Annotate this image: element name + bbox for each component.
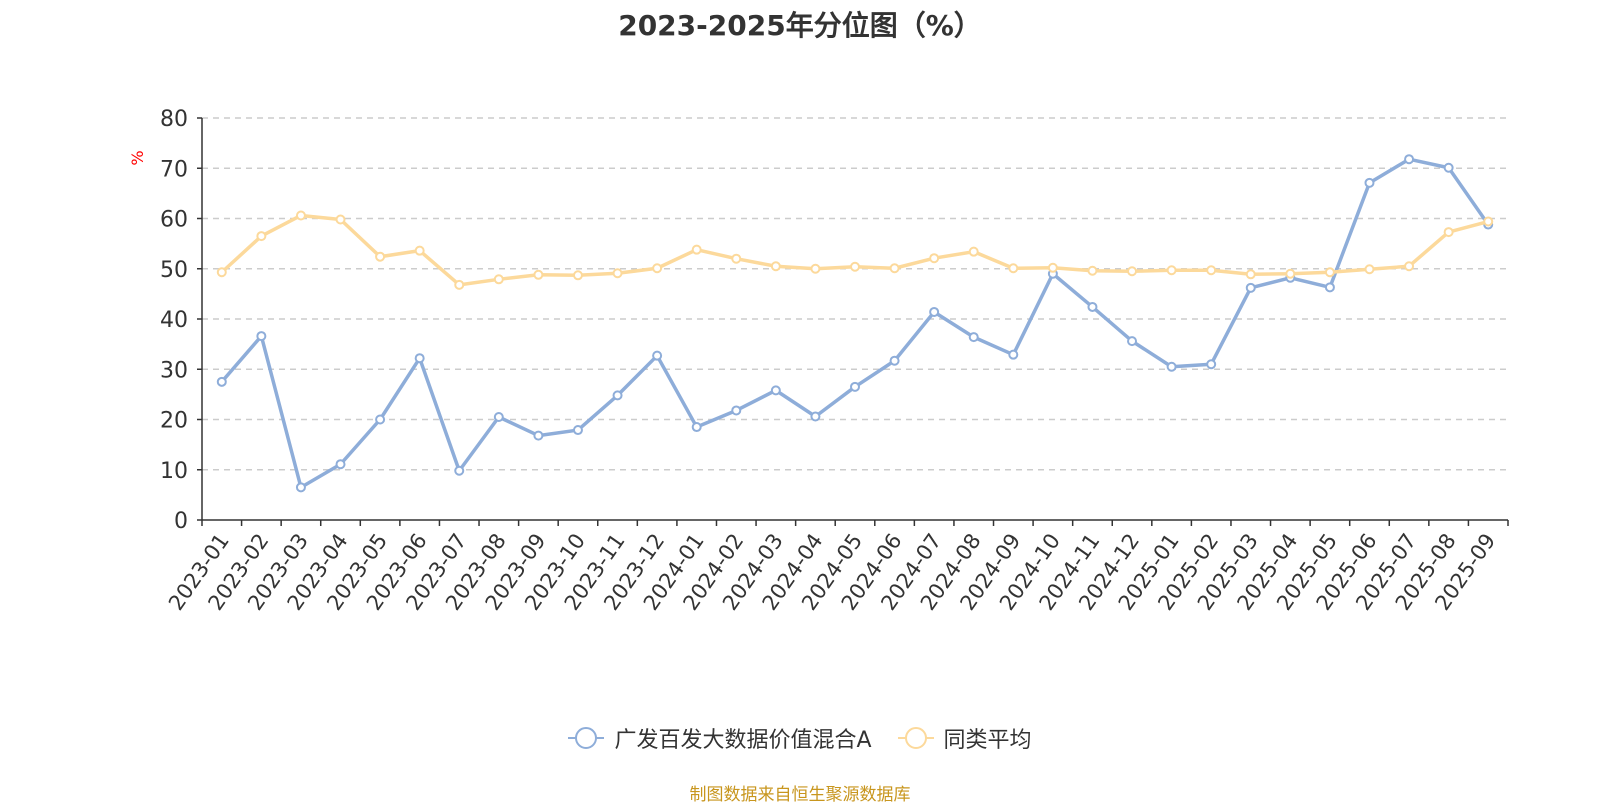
data-point bbox=[533, 430, 544, 441]
y-tick-label: 50 bbox=[160, 258, 188, 283]
data-point bbox=[929, 253, 940, 264]
series-a bbox=[216, 154, 1494, 493]
data-point bbox=[612, 268, 623, 279]
data-point bbox=[1166, 361, 1177, 372]
data-point bbox=[810, 263, 821, 274]
data-point bbox=[1483, 216, 1494, 227]
data-point bbox=[335, 459, 346, 470]
data-point bbox=[968, 332, 979, 343]
y-tick-label: 40 bbox=[160, 308, 188, 333]
chart-title: 2023-2025年分位图（%） bbox=[618, 9, 982, 42]
data-point bbox=[889, 263, 900, 274]
data-point bbox=[572, 425, 583, 436]
data-point bbox=[454, 465, 465, 476]
data-point bbox=[572, 270, 583, 281]
data-point bbox=[216, 376, 227, 387]
data-point bbox=[493, 411, 504, 422]
legend-label-series-a: 广发百发大数据价值混合A bbox=[614, 728, 872, 753]
data-point bbox=[1047, 262, 1058, 273]
series-line bbox=[220, 157, 1490, 490]
data-point bbox=[1008, 349, 1019, 360]
data-point bbox=[850, 381, 860, 392]
data-point bbox=[1206, 265, 1217, 276]
y-tick-labels: 0 10 20 30 40 50 60 70 80 bbox=[160, 107, 188, 534]
data-point bbox=[929, 306, 940, 317]
legend-line-circle-icon bbox=[568, 727, 605, 749]
data-point bbox=[256, 331, 267, 342]
data-point bbox=[1364, 177, 1375, 188]
y-tick-label: 60 bbox=[160, 208, 188, 233]
data-point bbox=[770, 385, 781, 396]
data-point bbox=[493, 274, 504, 285]
grid-lines bbox=[197, 117, 1508, 521]
series-b bbox=[216, 210, 1494, 290]
data-point bbox=[454, 279, 465, 290]
data-point bbox=[850, 261, 860, 272]
data-point bbox=[1087, 301, 1098, 312]
y-axis-unit-label: % bbox=[128, 150, 147, 165]
data-point bbox=[533, 269, 544, 280]
data-point bbox=[1443, 162, 1454, 173]
data-point bbox=[889, 355, 900, 366]
data-point bbox=[1008, 263, 1019, 274]
legend-item-series-a[interactable]: 广发百发大数据价值混合A bbox=[568, 722, 872, 754]
data-point bbox=[256, 231, 267, 242]
data-point bbox=[295, 482, 306, 493]
data-point bbox=[1087, 265, 1098, 276]
data-point bbox=[1443, 227, 1454, 238]
data-point bbox=[612, 390, 623, 401]
legend-label-series-b: 同类平均 bbox=[943, 728, 1032, 753]
data-point bbox=[375, 251, 386, 262]
data-point bbox=[1404, 154, 1415, 165]
data-point bbox=[770, 261, 781, 272]
data-point bbox=[968, 246, 979, 257]
x-tick-labels: 2023-012023-022023-032023-042023-052023-… bbox=[164, 529, 1500, 615]
data-point bbox=[414, 353, 425, 364]
data-point bbox=[1245, 282, 1256, 293]
data-point bbox=[1166, 265, 1177, 276]
data-point bbox=[414, 245, 425, 256]
source-note: 制图数据来自恒生聚源数据库 bbox=[689, 785, 911, 805]
y-tick-label: 10 bbox=[160, 459, 188, 484]
data-point bbox=[216, 267, 227, 278]
data-point bbox=[1127, 266, 1138, 277]
data-point bbox=[652, 263, 663, 274]
data-point bbox=[652, 350, 663, 361]
y-tick-label: 70 bbox=[160, 157, 188, 182]
data-point bbox=[1324, 267, 1335, 278]
data-point bbox=[1324, 282, 1335, 293]
legend-line-circle-icon bbox=[897, 727, 934, 749]
y-tick-label: 80 bbox=[160, 107, 188, 132]
data-point bbox=[691, 422, 702, 433]
y-tick-label: 20 bbox=[160, 409, 188, 434]
legend-item-series-b[interactable]: 同类平均 bbox=[897, 722, 1032, 754]
data-point bbox=[691, 244, 702, 255]
data-point bbox=[1404, 261, 1415, 272]
data-point bbox=[375, 414, 386, 425]
data-point bbox=[1127, 336, 1138, 347]
data-point bbox=[1364, 264, 1375, 275]
data-point bbox=[1285, 268, 1296, 279]
y-tick-label: 0 bbox=[174, 509, 188, 534]
data-point bbox=[810, 411, 821, 422]
data-point bbox=[1206, 359, 1217, 370]
axes bbox=[201, 118, 1509, 526]
data-point bbox=[731, 405, 742, 416]
y-tick-label: 30 bbox=[160, 358, 188, 383]
data-point bbox=[335, 214, 346, 225]
data-point bbox=[1245, 269, 1256, 280]
data-point bbox=[295, 210, 306, 221]
series-line bbox=[220, 213, 1490, 287]
data-point bbox=[731, 253, 742, 264]
series-lines bbox=[216, 154, 1494, 493]
legend: 广发百发大数据价值混合A 同类平均 bbox=[0, 722, 1600, 754]
